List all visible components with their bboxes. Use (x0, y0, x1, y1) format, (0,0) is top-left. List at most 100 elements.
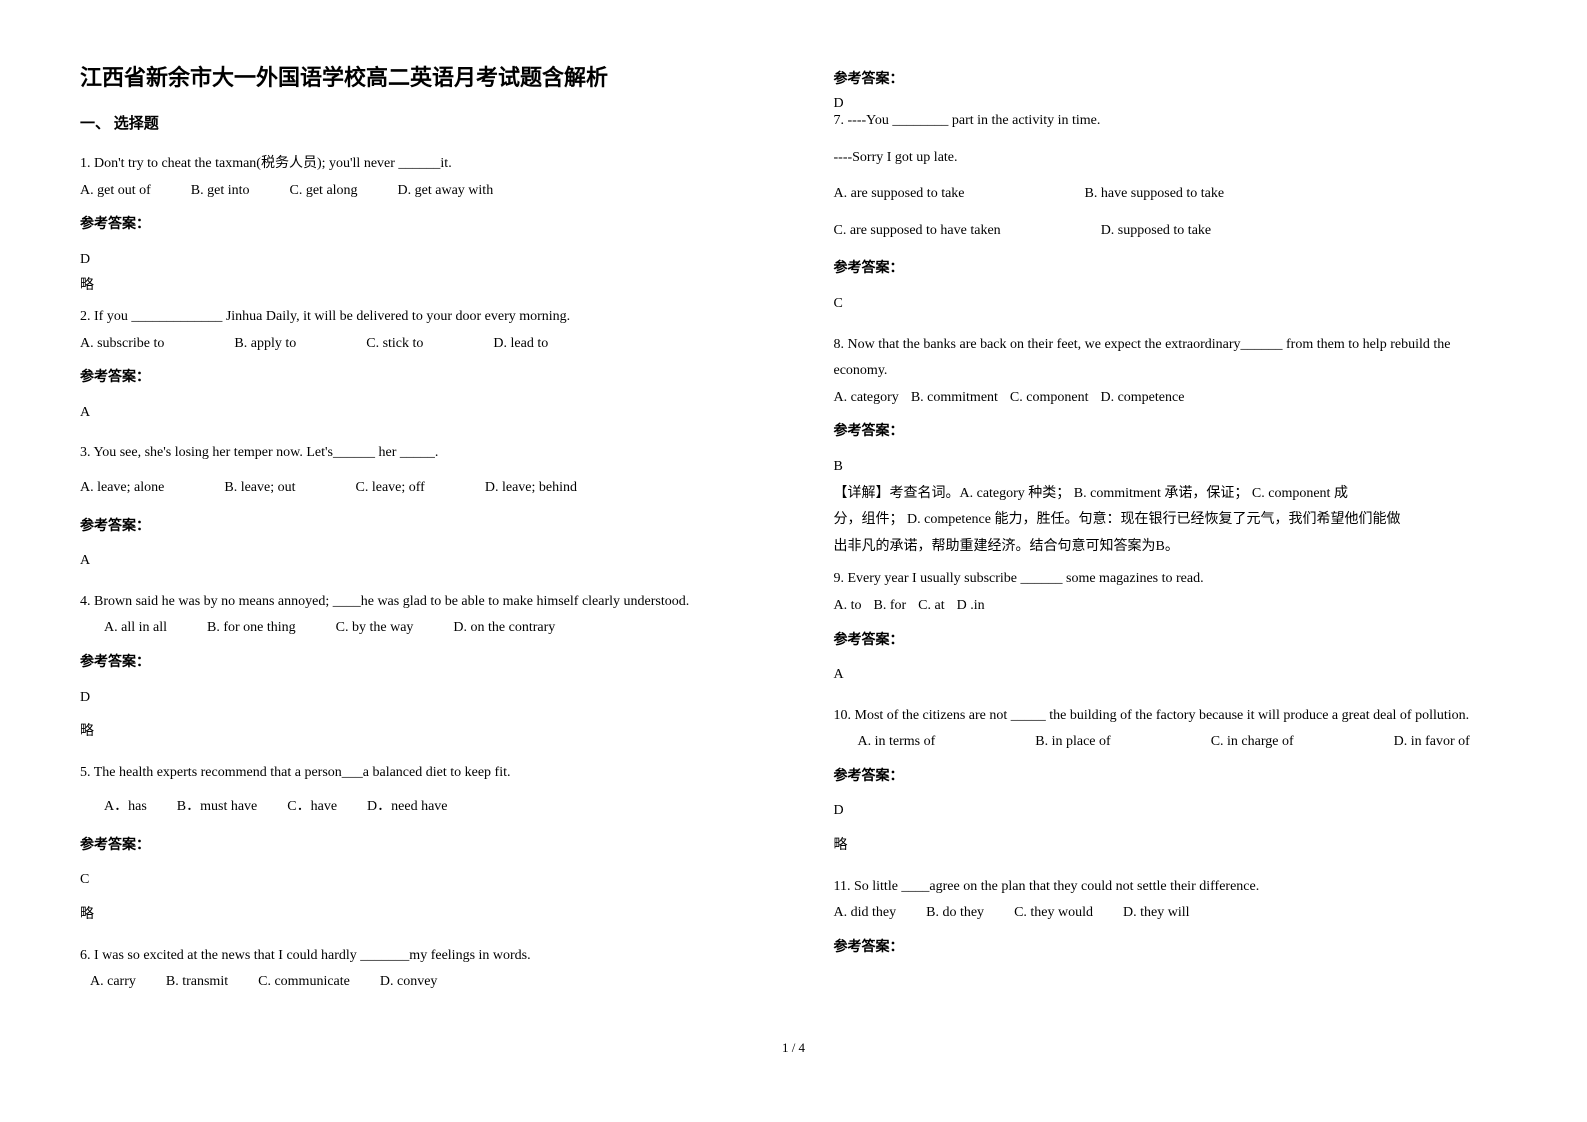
answer-label: 参考答案： (834, 764, 1508, 791)
q10-opt-c: C. in charge of (1211, 729, 1294, 756)
q7-answer: C (834, 291, 1508, 318)
left-column: 江西省新余市大一外国语学校高二英语月考试题含解析 一、 选择题 1. Don't… (80, 60, 754, 1010)
q1-options: A. get out of B. get into C. get along D… (80, 178, 754, 205)
q4-opt-c: C. by the way (336, 615, 414, 642)
q7-opt-a: A. are supposed to take (834, 181, 965, 208)
q1-opt-b: B. get into (191, 178, 250, 205)
answer-label: 参考答案： (80, 212, 754, 239)
q5-opt-d: D．need have (367, 794, 447, 821)
q3-opt-d: D. leave; behind (485, 475, 577, 502)
略: 略 (80, 719, 754, 746)
q6-text: 6. I was so excited at the news that I c… (80, 943, 754, 970)
q5-opt-c: C．have (287, 794, 337, 821)
q1-text: 1. Don't try to cheat the taxman(税务人员); … (80, 151, 754, 178)
q2-options: A. subscribe to B. apply to C. stick to … (80, 331, 754, 358)
q10-answer: D (834, 798, 1508, 825)
q2-text: 2. If you _____________ Jinhua Daily, it… (80, 304, 754, 331)
q11-opt-b: B. do they (926, 900, 984, 927)
q9-options: A. to B. for C. at D .in (834, 593, 1508, 620)
q2-answer: A (80, 400, 754, 427)
question-3: 3. You see, she's losing her temper now.… (80, 440, 754, 574)
q2-opt-d: D. lead to (493, 331, 548, 358)
q4-opt-a: A. all in all (104, 615, 167, 642)
q3-opt-a: A. leave; alone (80, 475, 164, 502)
q6-opt-a: A. carry (90, 969, 136, 996)
q1-opt-a: A. get out of (80, 178, 151, 205)
q9-answer: A (834, 662, 1508, 689)
q4-options: A. all in all B. for one thing C. by the… (104, 615, 754, 642)
section-heading: 一、 选择题 (80, 112, 754, 133)
q8-opt-d: D. competence (1100, 385, 1184, 412)
略: 略 (834, 833, 1508, 860)
q9-opt-d: D .in (957, 593, 985, 620)
q7-line2: ----Sorry I got up late. (834, 145, 1508, 172)
answer-label: 参考答案： (80, 514, 754, 541)
略: 略 (80, 902, 754, 929)
q8-answer: B (834, 454, 1508, 481)
question-1: 1. Don't try to cheat the taxman(税务人员); … (80, 151, 754, 300)
question-5: 5. The health experts recommend that a p… (80, 760, 754, 929)
q8-opt-c: C. component (1010, 385, 1089, 412)
q7-line1: 7. ----You ________ part in the activity… (834, 108, 1508, 135)
question-6: 6. I was so excited at the news that I c… (80, 943, 754, 996)
right-column: 参考答案： D 7. ----You ________ part in the … (834, 60, 1508, 1010)
q11-options: A. did they B. do they C. they would D. … (834, 900, 1508, 927)
q10-opt-b: B. in place of (1035, 729, 1110, 756)
q8-options: A. category B. commitment C. component D… (834, 385, 1508, 412)
q2-opt-a: A. subscribe to (80, 331, 164, 358)
q10-text: 10. Most of the citizens are not _____ t… (834, 703, 1508, 730)
q6-opt-d: D. convey (380, 969, 438, 996)
question-7: 7. ----You ________ part in the activity… (834, 108, 1508, 318)
q4-opt-b: B. for one thing (207, 615, 296, 642)
question-10: 10. Most of the citizens are not _____ t… (834, 703, 1508, 860)
q5-opt-b: B．must have (177, 794, 258, 821)
answer-label: 参考答案： (834, 256, 1508, 283)
q3-answer: A (80, 548, 754, 575)
q8-opt-b: B. commitment (911, 385, 998, 412)
q3-opt-b: B. leave; out (224, 475, 295, 502)
q4-answer: D (80, 685, 754, 712)
q5-options: A．has B．must have C．have D．need have (104, 794, 754, 821)
q5-text: 5. The health experts recommend that a p… (80, 760, 754, 787)
q2-opt-c: C. stick to (366, 331, 423, 358)
q3-text: 3. You see, she's losing her temper now.… (80, 440, 754, 467)
q9-text: 9. Every year I usually subscribe ______… (834, 566, 1508, 593)
q2-opt-b: B. apply to (234, 331, 296, 358)
q9-opt-c: C. at (918, 593, 944, 620)
q3-options: A. leave; alone B. leave; out C. leave; … (80, 475, 754, 502)
question-4: 4. Brown said he was by no means annoyed… (80, 589, 754, 746)
q8-explain2: 分，组件； D. competence 能力，胜任。句意：现在银行已经恢复了元气… (834, 507, 1508, 534)
q5-opt-a: A．has (104, 794, 147, 821)
answer-label: 参考答案： (834, 419, 1508, 446)
q8-explain3: 出非凡的承诺，帮助重建经济。结合句意可知答案为B。 (834, 534, 1508, 561)
q1-answer: D (80, 247, 754, 274)
q1-opt-c: C. get along (290, 178, 358, 205)
q6-options: A. carry B. transmit C. communicate D. c… (90, 969, 754, 996)
q6-opt-b: B. transmit (166, 969, 228, 996)
q7-opts-row1: A. are supposed to take B. have supposed… (834, 181, 1508, 208)
q10-opt-d: D. in favor of (1394, 729, 1470, 756)
q8-explain1: 【详解】考查名词。A. category 种类； B. commitment 承… (834, 481, 1508, 508)
q4-opt-d: D. on the contrary (453, 615, 555, 642)
page-number: 1 / 4 (0, 1040, 1587, 1056)
q1-opt-d: D. get away with (398, 178, 494, 205)
answer-label: 参考答案： (80, 833, 754, 860)
question-2: 2. If you _____________ Jinhua Daily, it… (80, 304, 754, 426)
q9-opt-b: B. for (874, 593, 907, 620)
q7-opt-c: C. are supposed to have taken (834, 218, 1001, 245)
q7-opt-b: B. have supposed to take (1085, 181, 1225, 208)
略: 略 (80, 273, 754, 300)
q3-opt-c: C. leave; off (356, 475, 425, 502)
q4-text: 4. Brown said he was by no means annoyed… (80, 589, 754, 616)
question-9: 9. Every year I usually subscribe ______… (834, 566, 1508, 688)
answer-label: 参考答案： (834, 628, 1508, 655)
q9-opt-a: A. to (834, 593, 862, 620)
answer-label: 参考答案： (834, 935, 1508, 962)
answer-label: 参考答案： (80, 650, 754, 677)
q11-opt-d: D. they will (1123, 900, 1190, 927)
q11-text: 11. So little ____agree on the plan that… (834, 874, 1508, 901)
answer-label: 参考答案： (834, 68, 1508, 88)
q5-answer: C (80, 867, 754, 894)
doc-title: 江西省新余市大一外国语学校高二英语月考试题含解析 (80, 60, 754, 92)
q6-opt-c: C. communicate (258, 969, 350, 996)
